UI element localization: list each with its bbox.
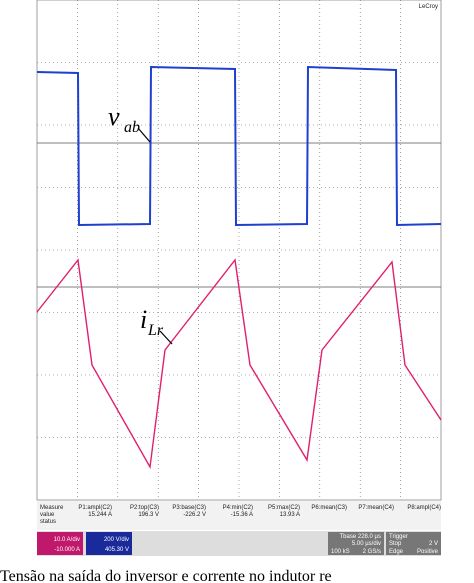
param-value: 196.3 V: [138, 512, 159, 518]
trigger-type: Edge: [389, 549, 404, 555]
tbase: Tbase 228.0 µs: [340, 534, 381, 540]
arrow: [159, 330, 173, 345]
param-name: P4:min(C2): [223, 505, 253, 511]
channel-offset: -10.000 A: [54, 547, 80, 553]
rate: 2 GS/s: [363, 549, 381, 555]
brand: LeCroy: [419, 4, 438, 10]
caption: Tensão na saída do inversor e corrente n…: [0, 568, 332, 583]
param-name: P1:ampl(C2): [78, 505, 112, 511]
param-name: P7:mean(C4): [358, 505, 394, 511]
label-v: v: [108, 102, 120, 131]
label-i: i: [140, 305, 147, 334]
param-name: P2:top(C3): [130, 505, 159, 511]
channel-box: [37, 532, 83, 555]
param-value: -15.36 A: [231, 512, 253, 518]
trigger-level: 2 V: [429, 541, 438, 547]
label-v-sub: ab: [124, 119, 140, 136]
row-label: value: [40, 512, 55, 518]
measure-bg: [37, 501, 441, 530]
param-name: P6:mean(C3): [311, 505, 347, 511]
tdiv: 5.00 µs/div: [352, 541, 381, 547]
channel-scale: 200 V/div: [104, 537, 129, 543]
grid: [37, 0, 441, 500]
param-name: P3:base(C3): [172, 505, 206, 511]
arrow: [137, 127, 151, 143]
param-value: 13.93 A: [280, 512, 300, 518]
channel-box: [86, 532, 132, 555]
trigger-label: Trigger: [389, 534, 408, 540]
row-label: Measure: [40, 505, 64, 511]
channel-scale: 10.0 A/div: [54, 537, 80, 543]
timebase-box: [328, 532, 384, 555]
samples: 100 kS: [331, 549, 350, 555]
row-label: status: [40, 519, 56, 525]
label-i-sub: Lr: [147, 322, 164, 339]
voltage-trace: [36, 65, 442, 227]
param-name: P8:ampl(C4): [407, 505, 441, 511]
param-value: 15.244 A: [88, 512, 112, 518]
current-trace: [36, 258, 442, 470]
param-value: -226.2 V: [183, 512, 206, 518]
trigger-slope: Positive: [417, 549, 439, 555]
trigger-mode: Stop: [389, 541, 402, 547]
channel-offset: 405.30 V: [105, 547, 129, 553]
param-name: P5:max(C2): [268, 505, 300, 511]
trigger-box: [386, 532, 441, 555]
